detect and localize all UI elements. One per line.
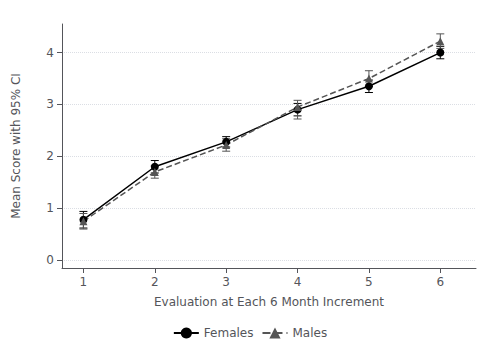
svg-text:6: 6 [436,275,444,289]
svg-text:2: 2 [46,149,54,163]
svg-text:Evaluation at Each 6 Month Inc: Evaluation at Each 6 Month Increment [154,295,384,309]
svg-text:4: 4 [294,275,302,289]
svg-text:1: 1 [80,275,88,289]
svg-text:Females: Females [204,326,254,340]
svg-text:1: 1 [46,201,54,215]
svg-text:0: 0 [46,253,54,267]
svg-text:3: 3 [222,275,230,289]
svg-text:Mean Score with 95% CI: Mean Score with 95% CI [9,73,23,219]
svg-text:4: 4 [46,46,54,60]
svg-text:2: 2 [151,275,159,289]
svg-text:3: 3 [46,97,54,111]
svg-text:5: 5 [365,275,373,289]
svg-text:Males: Males [292,326,327,340]
